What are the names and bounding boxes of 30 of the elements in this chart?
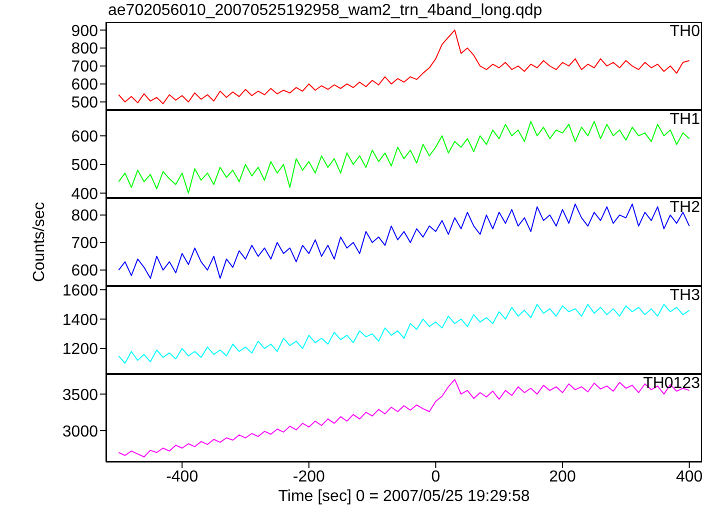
y-tick-label: 3000 (62, 423, 98, 440)
x-tick-label: -400 (166, 468, 198, 486)
y-tick-label: 600 (71, 262, 98, 280)
line-series (118, 304, 690, 364)
y-tick-label: 700 (71, 235, 98, 252)
annotation: TH0 (670, 23, 700, 41)
x-tick-label: 400 (676, 468, 703, 486)
y-tick-label: 500 (71, 157, 98, 174)
x-tick-label: -200 (292, 468, 326, 486)
y-tick-label: 1200 (62, 341, 98, 358)
annotation: TH1 (670, 111, 700, 129)
chart-title: ae702056010_20070525192958_wam2_trn_4band_long.qdp (108, 1, 544, 21)
y-tick-label: 1400 (62, 312, 98, 329)
y-axis-title: Counts/sec (31, 202, 49, 282)
x-tick-label: 0 (431, 468, 440, 486)
y-tick-label: 500 (71, 94, 98, 112)
annotation: TH2 (670, 199, 700, 217)
x-tick-label: 200 (549, 468, 576, 486)
y-tick-label: 700 (71, 58, 98, 76)
y-tick-label: 600 (71, 128, 98, 146)
y-tick-label: 900 (71, 22, 98, 40)
y-tick-label: 600 (71, 76, 98, 94)
annotation: TH0123 (643, 375, 700, 393)
annotation: TH3 (670, 287, 700, 305)
x-axis-title: Time [sec] 0 = 2007/05/25 19:29:58 (277, 488, 531, 506)
y-tick-label: 800 (71, 208, 98, 225)
y-tick-label: 1600 (62, 282, 98, 300)
y-tick-label: 800 (71, 40, 98, 58)
y-tick-label: 3500 (62, 386, 98, 404)
y-tick-label: 400 (71, 186, 98, 203)
